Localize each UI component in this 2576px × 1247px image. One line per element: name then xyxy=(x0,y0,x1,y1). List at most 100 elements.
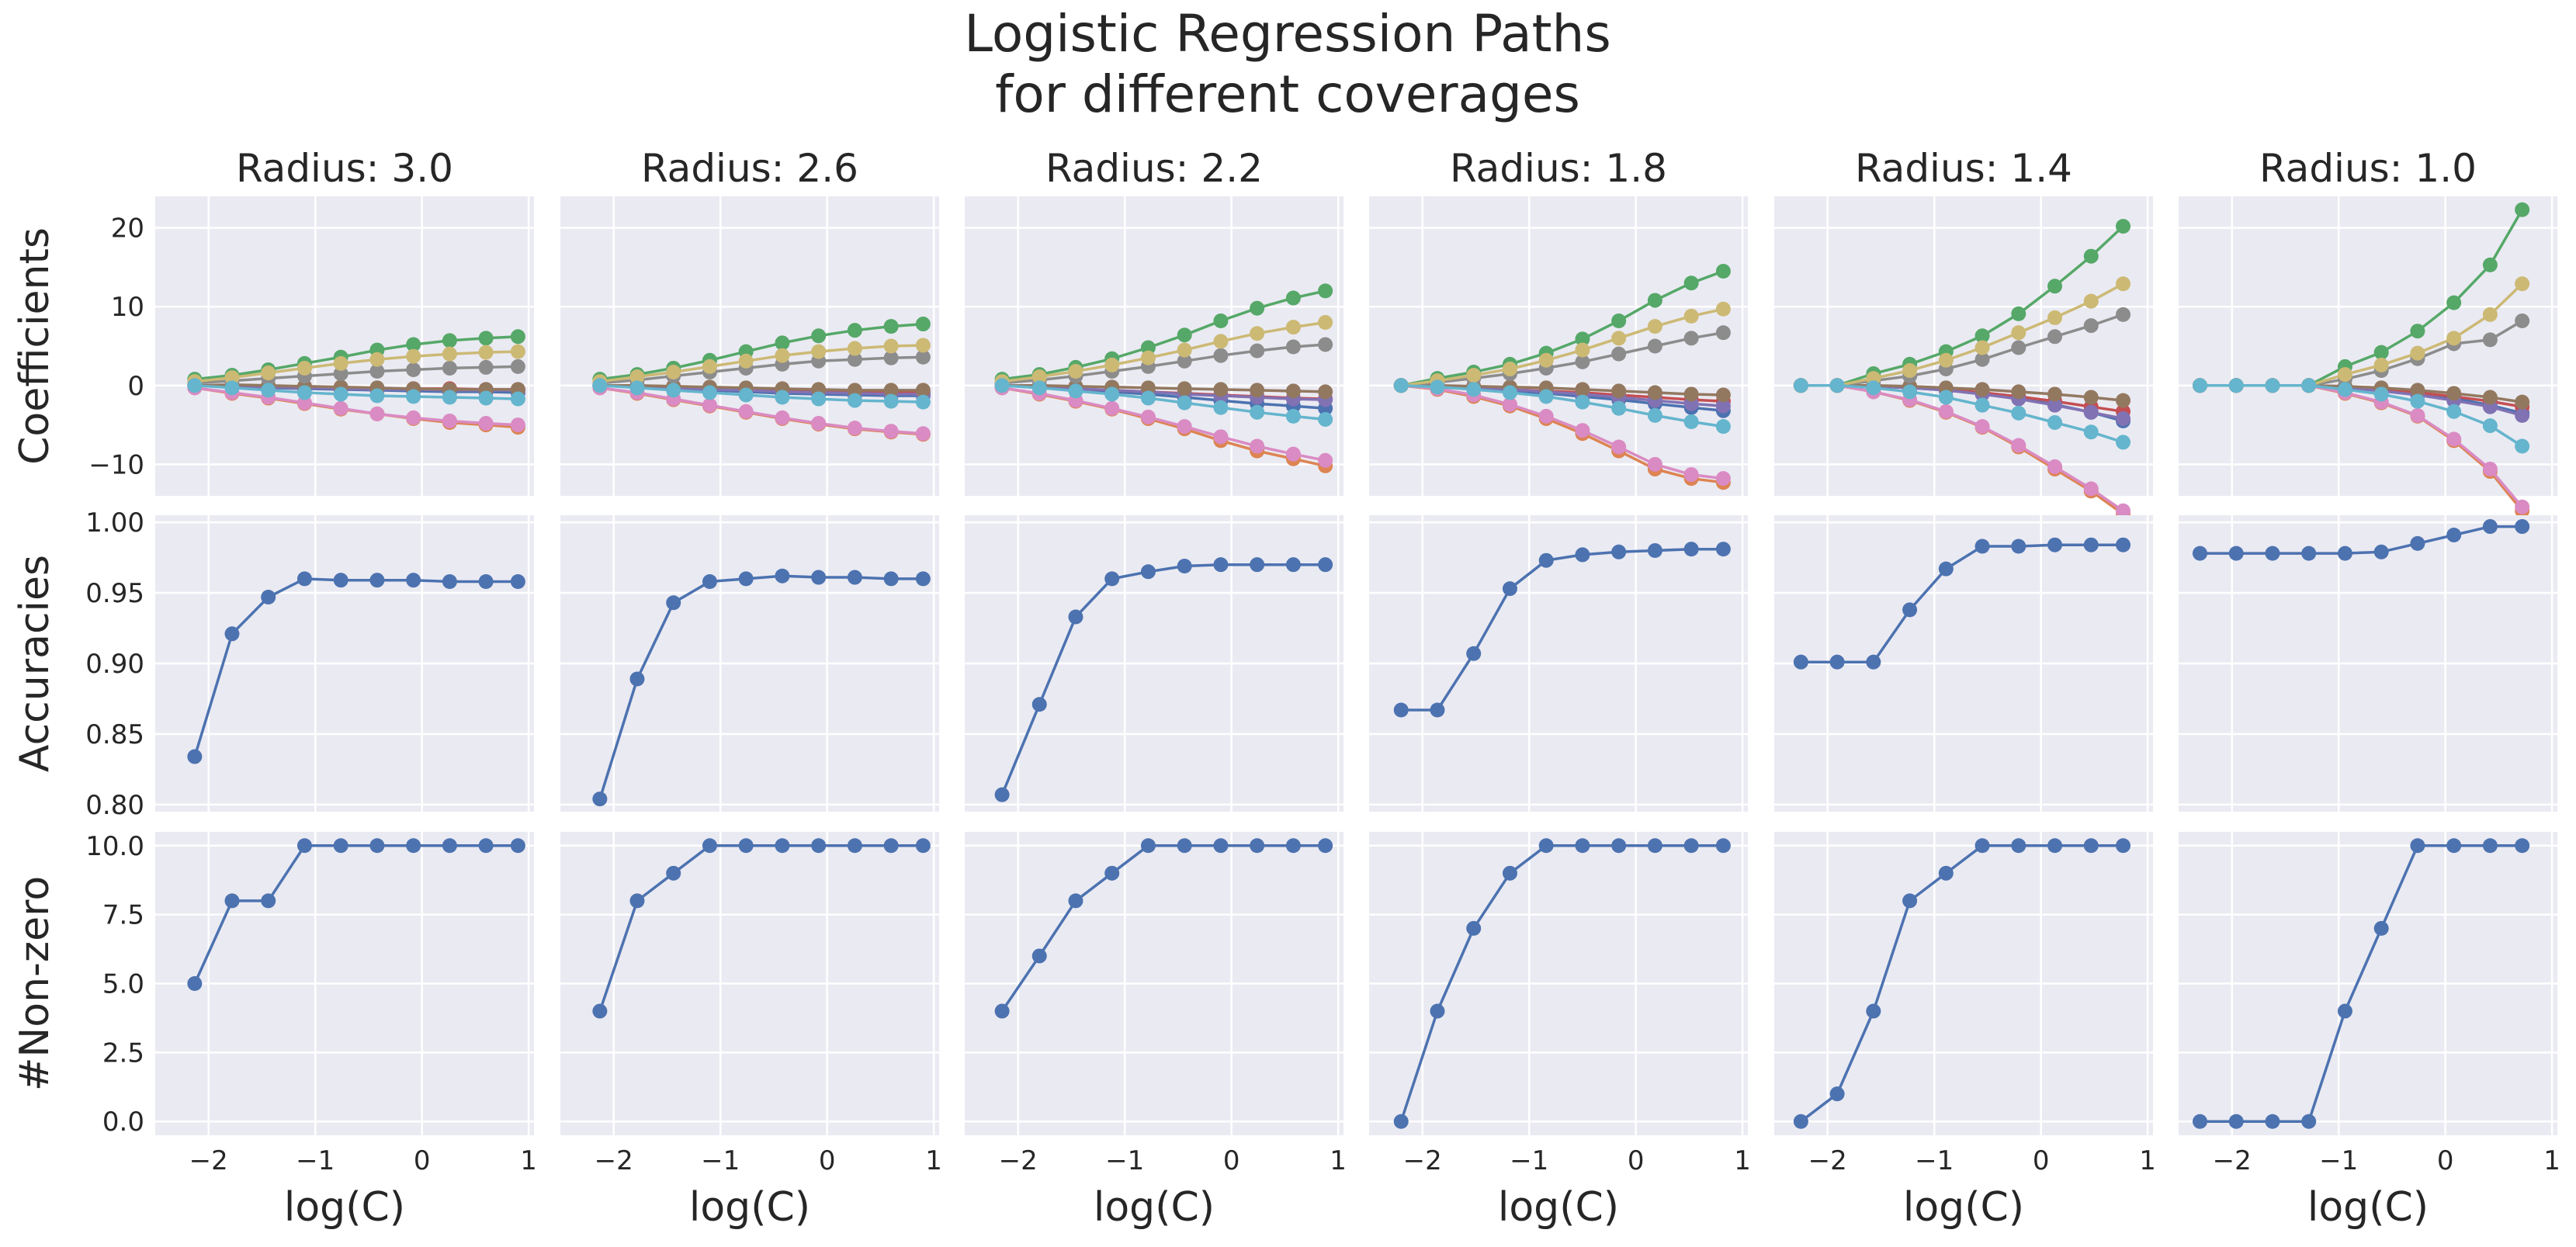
data-point xyxy=(1938,404,1954,419)
data-point xyxy=(442,838,457,854)
series-line-5 xyxy=(599,384,924,396)
data-point xyxy=(2410,324,2425,339)
data-point xyxy=(1466,382,1482,397)
y-axis-label: Accuracies xyxy=(12,555,58,772)
data-point xyxy=(478,416,494,431)
data-point xyxy=(478,838,494,854)
data-point xyxy=(2515,202,2530,217)
data-point xyxy=(369,406,385,421)
data-point xyxy=(333,366,348,382)
data-point xyxy=(1031,380,1047,396)
data-point xyxy=(442,346,457,362)
data-point xyxy=(1715,398,1731,414)
y-tick-label: 5.0 xyxy=(102,969,144,1000)
data-point xyxy=(666,595,681,611)
data-point xyxy=(811,416,827,431)
series-line-9 xyxy=(599,344,924,383)
data-point xyxy=(2047,397,2063,413)
x-tick-label: 0 xyxy=(1628,1145,1645,1176)
series-line-1 xyxy=(598,844,924,1012)
data-point xyxy=(915,338,931,353)
data-point xyxy=(2515,438,2530,454)
data-point xyxy=(1177,395,1192,410)
data-point xyxy=(1031,697,1047,712)
data-point xyxy=(442,333,457,348)
data-point xyxy=(1575,394,1590,410)
data-point xyxy=(2515,407,2530,423)
data-point xyxy=(883,838,899,854)
data-point xyxy=(629,893,645,909)
data-point xyxy=(1647,385,1662,400)
data-point xyxy=(1647,542,1662,558)
x-tick-label: 1 xyxy=(2543,1145,2560,1176)
series-line-10 xyxy=(1001,384,1326,421)
data-point xyxy=(811,344,827,359)
data-point xyxy=(2515,838,2530,854)
data-point xyxy=(406,348,421,364)
y-tick-label: 0.95 xyxy=(85,578,144,609)
data-point xyxy=(2373,345,2389,360)
data-point xyxy=(1250,326,1265,341)
data-point xyxy=(1177,327,1192,343)
data-point xyxy=(2116,537,2131,552)
data-point xyxy=(510,838,525,854)
data-point xyxy=(847,570,862,585)
data-point xyxy=(2011,384,2026,400)
x-tick-label: 1 xyxy=(1330,1145,1347,1176)
data-point xyxy=(1683,386,1699,402)
data-point xyxy=(1104,865,1120,881)
data-point xyxy=(1140,350,1156,365)
data-point xyxy=(1715,471,1731,487)
data-point xyxy=(1140,380,1156,396)
data-point xyxy=(1213,557,1229,573)
series-line-1 xyxy=(193,577,518,757)
data-point xyxy=(442,414,457,428)
data-point xyxy=(406,337,421,352)
data-point xyxy=(1502,581,1517,597)
data-point xyxy=(1068,383,1083,399)
data-point xyxy=(1393,702,1409,718)
data-point xyxy=(1318,337,1333,352)
data-point xyxy=(1140,838,1156,854)
data-point xyxy=(2410,345,2425,361)
data-point xyxy=(2446,838,2462,854)
y-tick-label: 2.5 xyxy=(102,1037,144,1069)
data-point xyxy=(2083,481,2099,497)
data-point xyxy=(702,838,717,854)
data-point xyxy=(1538,408,1554,424)
y-tick-label: 20 xyxy=(111,213,144,244)
data-point xyxy=(738,838,754,854)
axes-nonzero: 0.0 2.5 5.0 7.5 10.0 #Non-zero −2 −1 0 1 log(C) xyxy=(12,831,537,1231)
data-point xyxy=(1285,339,1301,355)
data-point xyxy=(883,350,899,365)
x-tick-label: 0 xyxy=(2033,1145,2050,1176)
data-point xyxy=(1715,419,1731,435)
data-point xyxy=(1285,290,1301,306)
data-point xyxy=(369,352,385,367)
data-point xyxy=(2083,293,2099,309)
data-point xyxy=(1974,352,1990,367)
data-point xyxy=(1466,368,1482,383)
data-point xyxy=(629,380,645,396)
data-point xyxy=(1250,404,1265,420)
x-tick-label: 0 xyxy=(819,1145,836,1176)
data-point xyxy=(1466,646,1482,661)
x-tick-label: −1 xyxy=(1510,1145,1548,1176)
data-point xyxy=(261,365,276,381)
x-tick-label: −2 xyxy=(595,1145,633,1176)
data-point xyxy=(2373,920,2389,936)
data-point xyxy=(1177,419,1192,435)
data-point xyxy=(1647,319,1662,334)
data-point xyxy=(2116,410,2131,426)
data-point xyxy=(1611,400,1627,416)
data-point xyxy=(1611,346,1627,362)
data-point xyxy=(2047,415,2063,431)
series-line-3 xyxy=(1801,225,2124,387)
data-point xyxy=(510,359,525,374)
panel-4: Radius: 1.8 −2 −1 0 1 log(C) xyxy=(1369,146,1751,1231)
data-point xyxy=(478,345,494,360)
series-line-10 xyxy=(1401,384,1724,428)
data-point xyxy=(1285,383,1301,399)
data-point xyxy=(2047,459,2063,474)
data-point xyxy=(2265,546,2280,561)
